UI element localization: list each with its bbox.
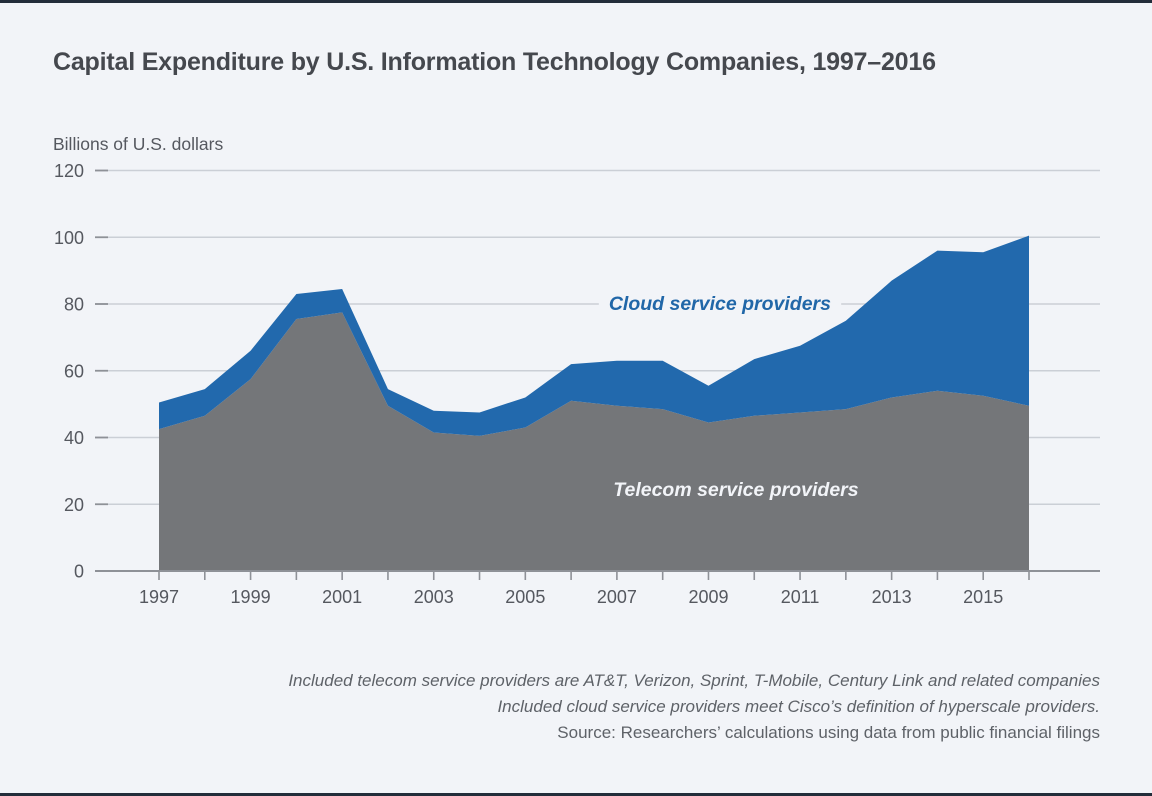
cloud-area (159, 235, 1029, 436)
x-tick-label-2009: 2009 (688, 587, 728, 607)
y-tick-label-100: 100 (54, 228, 84, 248)
y-tick-label-60: 60 (64, 361, 84, 381)
top-border-bar (0, 0, 1152, 3)
x-tick-label-2007: 2007 (597, 587, 637, 607)
telecom-area (159, 312, 1029, 571)
bottom-border-bar (0, 793, 1152, 796)
footnote-line-2: Included cloud service providers meet Ci… (497, 697, 1100, 716)
x-tick-label-2011: 2011 (781, 587, 820, 607)
x-tick-label-2015: 2015 (963, 587, 1003, 607)
y-tick-label-40: 40 (64, 428, 84, 448)
stacked-area-chart: 0 20 40 60 80 100 120 1997 1999 2001 2003 2005 2007 2… (54, 161, 1100, 607)
footnotes: Included telecom service providers are A… (288, 668, 1100, 746)
cloud-label-mask (598, 290, 842, 317)
y-tick-label-0: 0 (74, 562, 84, 582)
telecom-series-label: Telecom service providers (613, 479, 858, 501)
x-tick-label-2001: 2001 (322, 587, 362, 607)
cloud-series-label: Cloud service providers (609, 293, 831, 315)
y-axis-unit-label: Billions of U.S. dollars (53, 134, 224, 154)
x-tick-label-2005: 2005 (505, 587, 545, 607)
footnote-line-1: Included telecom service providers are A… (288, 671, 1100, 690)
source-line: Source: Researchers’ calculations using … (557, 723, 1100, 742)
y-tick-label-20: 20 (64, 495, 84, 515)
y-tick-label-120: 120 (54, 161, 84, 181)
y-tick-label-80: 80 (64, 295, 84, 315)
x-tick-label-1997: 1997 (139, 587, 179, 607)
x-tick-label-2003: 2003 (414, 587, 454, 607)
x-tick-label-2013: 2013 (872, 587, 912, 607)
x-tick-label-1999: 1999 (231, 587, 271, 607)
chart-title: Capital Expenditure by U.S. Information … (53, 48, 936, 76)
